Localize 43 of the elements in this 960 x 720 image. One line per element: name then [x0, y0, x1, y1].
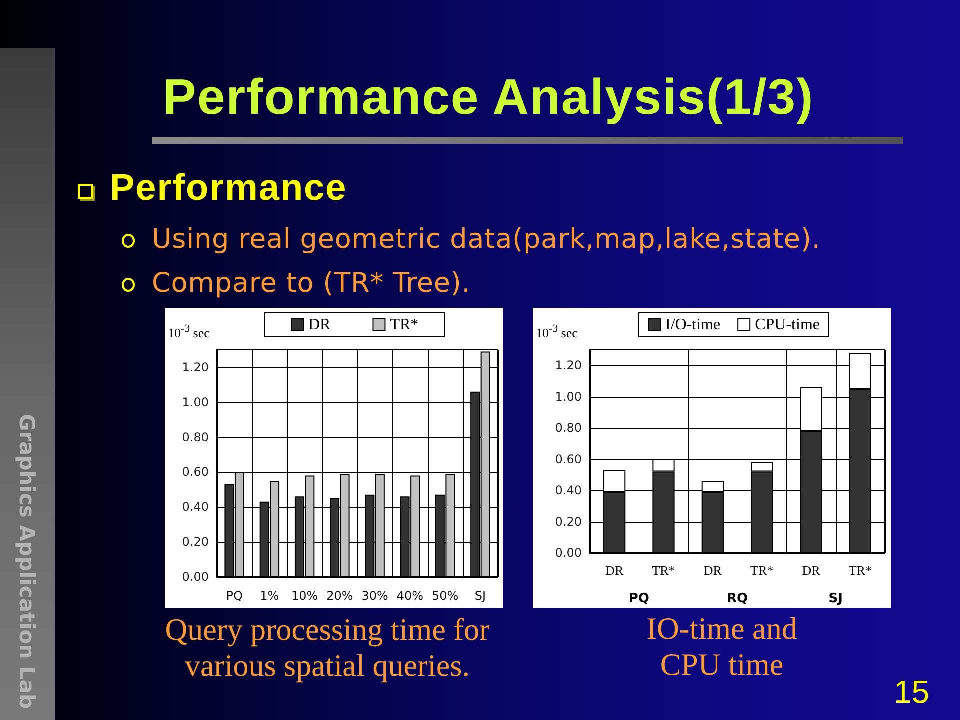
legend-label: I/O-time: [666, 316, 721, 334]
x-tick-label: DR: [704, 563, 722, 578]
x-tick-label: TR*: [750, 563, 774, 578]
y-tick-label: 0.20: [555, 514, 582, 529]
y-tick-label: 0.00: [182, 570, 209, 584]
text: IO-time and CPU time: [646, 611, 798, 683]
x-tick-label: DR: [802, 563, 821, 578]
text: Graphics Application Lab: [14, 414, 40, 710]
y-tick-label: 1.00: [182, 395, 209, 410]
text: RQ: [726, 592, 748, 606]
y-tick-label: 0.40: [182, 500, 209, 514]
y-tick-label: 0.40: [555, 484, 582, 498]
y-tick-label: 0.80: [182, 430, 209, 444]
y-tick-label: 1.20: [182, 360, 209, 374]
text: Compare to (TR* Tree).: [152, 268, 471, 300]
x-tick-label: DR: [606, 563, 624, 578]
x-tick-label: 50%: [432, 589, 459, 603]
text: 15: [894, 674, 930, 710]
legend-label: CPU-time: [755, 316, 820, 334]
legend-label: TR*: [390, 316, 419, 334]
text: Query processing time for various spatial queries.: [164, 612, 491, 684]
x-tick-label: TR*: [652, 563, 676, 578]
x-tick-label: TR*: [848, 563, 872, 578]
y-tick-label: 0.80: [555, 421, 582, 436]
x-tick-label: 20%: [326, 589, 354, 603]
y-tick-label: 0.60: [182, 465, 209, 480]
y-tick-label: 0.60: [555, 452, 582, 466]
x-tick-label: PQ: [226, 589, 243, 603]
y-tick-label: 0.00: [555, 546, 582, 560]
legend-label: DR: [308, 316, 332, 334]
y-tick-label: 1.00: [555, 390, 582, 404]
y-tick-label: 0.20: [182, 535, 209, 550]
y-axis-title: 10$^{-3}$ sec: [536, 322, 578, 342]
chart-title: Performance Analysis(1/3): [163, 69, 814, 125]
x-tick-label: 10%: [291, 589, 318, 603]
y-tick-label: 1.20: [555, 358, 582, 373]
text: Using real geometric data(park,map,lake,state).: [152, 224, 821, 256]
chart-subtitle: Performance: [110, 167, 348, 209]
x-tick-label: 1%: [260, 589, 280, 603]
x-tick-label: 40%: [396, 589, 424, 603]
x-tick-label: 30%: [362, 589, 388, 603]
y-axis-title: 10$^{-3}$ sec: [168, 322, 210, 342]
x-tick-label: SJ: [474, 589, 486, 603]
